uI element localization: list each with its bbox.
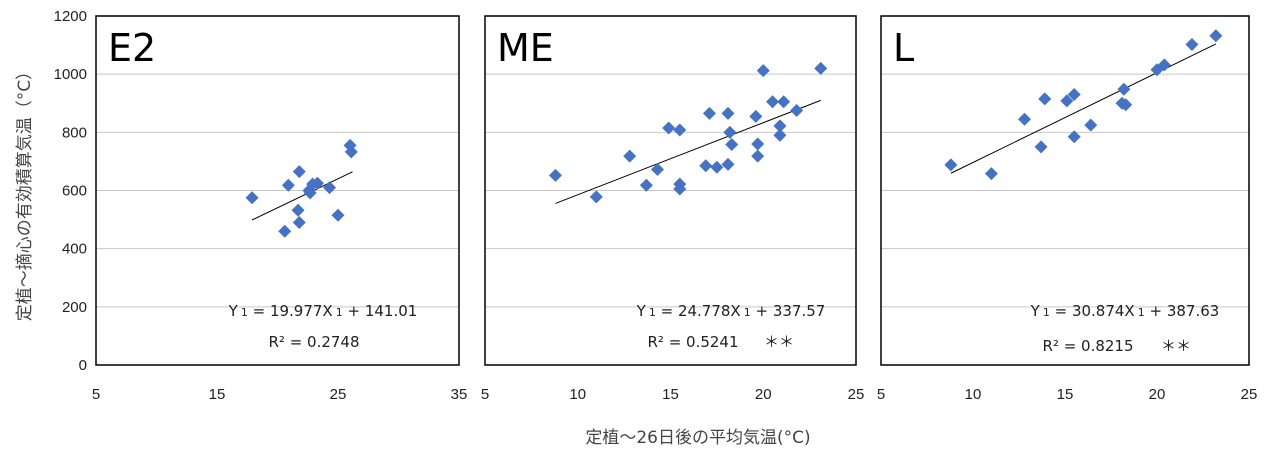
data-point: [245, 191, 259, 205]
trendline: [950, 43, 1217, 174]
data-point: [639, 178, 653, 192]
data-point: [1067, 88, 1081, 102]
data-point: [310, 176, 324, 190]
significance-marker: ＊＊: [764, 333, 794, 351]
panel-label: ME: [497, 26, 554, 70]
data-point: [702, 106, 716, 120]
data-point: [1117, 82, 1131, 96]
y-tick-label: 0: [79, 357, 87, 374]
data-point: [751, 149, 765, 163]
r-squared: R² = 0.5241: [647, 333, 738, 351]
data-point: [623, 149, 637, 163]
plot-frame: [95, 15, 460, 366]
trendline: [555, 99, 821, 204]
x-tick-label: 5: [877, 386, 885, 403]
data-point: [1119, 98, 1133, 112]
data-point: [1157, 58, 1171, 72]
data-point: [292, 215, 306, 229]
data-point: [723, 125, 737, 139]
data-point: [1018, 112, 1032, 126]
data-point: [673, 123, 687, 137]
data-point: [710, 160, 724, 174]
x-tick-label: 25: [330, 386, 347, 403]
data-point: [1060, 94, 1074, 108]
trendline: [251, 171, 353, 221]
data-point: [777, 95, 791, 109]
data-point: [721, 106, 735, 120]
data-point: [1185, 38, 1199, 52]
x-tick-label: 5: [481, 386, 489, 403]
panel-me: 5 10 15 20 25 ME Y 1 = 24.778X 1 + 337.57 R² = 0.…: [481, 15, 865, 403]
panel-label: L: [893, 26, 914, 70]
data-point: [1034, 140, 1048, 154]
data-point: [278, 224, 292, 238]
panel-e2: 0 200 400 600 800 1000 1200 5 15 25 35 E2 Y 1 = 19.97…: [54, 8, 468, 403]
plot-frame: [484, 15, 857, 366]
x-tick-label: 15: [209, 386, 226, 403]
y-tick-label: 1200: [54, 8, 87, 25]
data-point: [1038, 92, 1052, 106]
x-tick-label: 20: [755, 386, 772, 403]
data-point: [344, 145, 358, 159]
x-axis-title: 定植～26日後の平均気温(°C): [585, 428, 810, 448]
data-point: [773, 119, 787, 133]
data-point: [944, 158, 958, 172]
data-point: [589, 190, 603, 204]
r-squared: R² = 0.8215: [1042, 337, 1133, 355]
data-point: [673, 182, 687, 196]
data-point: [766, 95, 780, 109]
y-axis-title: 定植～摘心の有効積算気温（°C）: [15, 63, 35, 321]
x-tick-label: 20: [1149, 386, 1166, 403]
data-point: [331, 208, 345, 222]
data-point: [756, 64, 770, 78]
x-tick-label: 35: [451, 386, 468, 403]
data-point: [1209, 29, 1223, 43]
x-tick-label: 10: [569, 386, 586, 403]
y-tick-label: 800: [62, 124, 87, 141]
data-point: [1067, 130, 1081, 144]
data-point: [814, 61, 828, 75]
significance-marker: ＊＊: [1161, 337, 1191, 355]
data-point: [292, 165, 306, 179]
panel-label: E2: [108, 26, 156, 70]
x-tick-label: 15: [662, 386, 679, 403]
data-point: [773, 128, 787, 142]
r-squared: R² = 0.2748: [268, 333, 359, 351]
data-point: [548, 168, 562, 182]
data-point: [725, 138, 739, 152]
x-tick-label: 25: [1241, 386, 1258, 403]
data-point: [699, 159, 713, 173]
data-point: [323, 181, 337, 195]
data-point: [721, 157, 735, 171]
plot-frame: [880, 15, 1250, 366]
y-tick-label: 1000: [54, 66, 87, 83]
data-point: [751, 137, 765, 151]
y-tick-label: 400: [62, 241, 87, 258]
y-tick-label: 200: [62, 299, 87, 316]
data-point: [984, 167, 998, 181]
x-tick-label: 25: [848, 386, 865, 403]
data-point: [790, 104, 804, 118]
data-point: [1084, 118, 1098, 132]
y-tick-label: 600: [62, 183, 87, 200]
data-point: [281, 178, 295, 192]
data-point: [749, 109, 763, 123]
data-point: [662, 121, 676, 135]
x-tick-label: 5: [92, 386, 100, 403]
data-point: [651, 163, 665, 177]
x-tick-label: 15: [1057, 386, 1074, 403]
data-point: [291, 203, 305, 217]
x-tick-label: 10: [965, 386, 982, 403]
panel-l: 5 10 15 20 25 L Y 1 = 30.874X 1 + 387.63 R² = 0.8…: [877, 15, 1258, 403]
